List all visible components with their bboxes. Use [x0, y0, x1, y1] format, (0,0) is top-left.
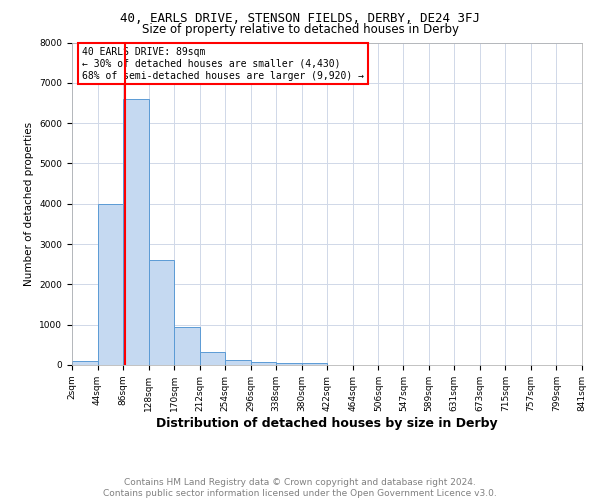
Bar	[200, 352, 225, 365]
Bar	[276, 362, 302, 365]
Bar	[123, 99, 149, 365]
Text: Contains HM Land Registry data © Crown copyright and database right 2024.
Contai: Contains HM Land Registry data © Crown c…	[103, 478, 497, 498]
Text: Size of property relative to detached houses in Derby: Size of property relative to detached ho…	[142, 22, 458, 36]
Y-axis label: Number of detached properties: Number of detached properties	[24, 122, 34, 286]
Bar	[302, 362, 328, 365]
Text: 40, EARLS DRIVE, STENSON FIELDS, DERBY, DE24 3FJ: 40, EARLS DRIVE, STENSON FIELDS, DERBY, …	[120, 12, 480, 26]
Text: 40 EARLS DRIVE: 89sqm
← 30% of detached houses are smaller (4,430)
68% of semi-d: 40 EARLS DRIVE: 89sqm ← 30% of detached …	[82, 48, 364, 80]
Bar	[225, 360, 251, 365]
Bar	[174, 326, 200, 365]
Bar	[98, 204, 123, 365]
Bar	[251, 362, 276, 365]
Bar	[72, 361, 98, 365]
Bar	[149, 260, 174, 365]
X-axis label: Distribution of detached houses by size in Derby: Distribution of detached houses by size …	[156, 416, 498, 430]
